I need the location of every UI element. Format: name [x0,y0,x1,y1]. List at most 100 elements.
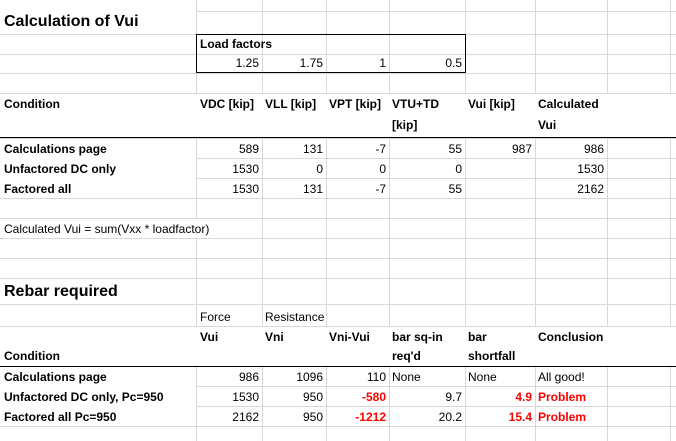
gridline [0,326,676,327]
cell-vdc[interactable]: 1530 [232,182,259,196]
cell-vdc[interactable]: 1530 [232,162,259,176]
cell-conclusion[interactable]: Problem [538,390,587,404]
cell-vll[interactable]: 131 [302,142,323,156]
header-vni: Vni [265,330,284,344]
header-vni-vui: Vni-Vui [329,330,370,344]
cell-vui[interactable]: 2162 [232,410,259,424]
header-calculated-line1: Calculated [538,97,599,111]
cell-vni-vui[interactable]: -1212 [355,410,386,424]
load-factor-vpt[interactable]: 1 [379,56,386,70]
cell-shortfall[interactable]: 4.9 [515,390,532,404]
gridline [535,0,536,441]
load-factor-vll[interactable]: 1.75 [299,56,323,70]
header-shortfall-line1: bar [468,330,487,344]
header-resistance: Resistance [265,310,325,324]
header-vui: Vui [200,330,219,344]
merged-title-area [0,0,196,33]
gridline [326,0,327,441]
header-condition: Condition [4,97,60,111]
section-title-vui: Calculation of Vui [4,13,139,30]
cell-vdc[interactable]: 589 [238,142,259,156]
section-title-rebar: Rebar required [4,283,118,300]
cell-conclusion[interactable]: All good! [538,370,585,384]
row-condition: Unfactored DC only, Pc=950 [4,390,164,404]
cell-vui[interactable]: 987 [511,142,532,156]
cell-bar-sqin[interactable]: 9.7 [445,390,462,404]
header-vpt: VPT [kip] [329,97,382,111]
cell-vni[interactable]: 950 [302,410,323,424]
row-condition: Calculations page [4,370,107,384]
gridline [0,73,676,74]
gridline [0,198,676,199]
gridline [465,0,466,441]
cell-vpt[interactable]: 0 [379,162,386,176]
cell-vll[interactable]: 0 [316,162,323,176]
cell-vtu[interactable]: 55 [448,142,462,156]
cell-vpt[interactable]: -7 [375,182,386,196]
gridline [0,238,676,239]
cell-shortfall[interactable]: 15.4 [508,410,532,424]
cell-shortfall[interactable]: None [468,370,497,384]
cell-vtu[interactable]: 55 [448,182,462,196]
cell-vni[interactable]: 1096 [296,370,323,384]
header-row-area [0,327,676,366]
cell-vll[interactable]: 131 [302,182,323,196]
label-column-area [0,367,196,426]
merged-title-area [0,279,196,304]
header-vll: VLL [kip] [265,97,317,111]
load-factors-label: Load factors [200,37,273,51]
gridline [0,54,676,55]
cell-vni[interactable]: 950 [302,390,323,404]
row-condition: Factored all Pc=950 [4,410,117,424]
gridline [0,426,676,427]
header-shortfall-line2: shortfall [468,349,516,363]
header-calculated-line2: Vui [538,118,557,132]
gridline [670,0,671,441]
header-force: Force [200,310,231,324]
cell-vui[interactable]: 1530 [232,390,259,404]
note-area [0,219,262,238]
header-condition: Condition [4,349,60,363]
cell-vni-vui[interactable]: 110 [366,370,386,384]
gridline [0,406,676,407]
load-factors-box [196,34,466,73]
header-vtu-line1: VTU+TD [392,97,440,111]
row-condition: Unfactored DC only [4,162,117,176]
formula-note: Calculated Vui = sum(Vxx * loadfactor) [4,222,210,236]
load-factor-vdc[interactable]: 1.25 [235,56,259,70]
gridline [0,178,676,179]
cell-calculated[interactable]: 1530 [577,162,604,176]
header-underline [0,137,676,138]
header-vdc: VDC [kip] [200,97,254,111]
gridline [0,258,676,259]
gridline [607,0,608,441]
cell-calculated[interactable]: 986 [583,142,604,156]
header-row-area [0,94,676,138]
header-underline [0,366,676,367]
row-condition: Factored all [4,182,72,196]
gridline [0,11,676,12]
gridline [0,158,676,159]
cell-bar-sqin[interactable]: None [392,370,421,384]
cell-vui[interactable]: 986 [238,370,259,384]
header-vtu-line2: [kip] [392,118,418,132]
header-conclusion: Conclusion [538,330,604,344]
header-bar-sqin-line2: req'd [392,349,421,363]
gridline [262,0,263,441]
cell-vpt[interactable]: -7 [375,142,386,156]
gridline [389,0,390,441]
cell-conclusion[interactable]: Problem [538,410,587,424]
gridline [0,304,676,305]
gridline [0,138,676,139]
cell-vtu[interactable]: 0 [455,162,462,176]
cell-vni-vui[interactable]: -580 [361,390,386,404]
label-column-area [0,139,196,198]
cell-calculated[interactable]: 2162 [577,182,604,196]
gridline [0,278,676,279]
cell-bar-sqin[interactable]: 20.2 [438,410,462,424]
load-factor-vtu[interactable]: 0.5 [445,56,462,70]
gridline [0,93,676,94]
row-condition: Calculations page [4,142,107,156]
gridline [0,386,676,387]
